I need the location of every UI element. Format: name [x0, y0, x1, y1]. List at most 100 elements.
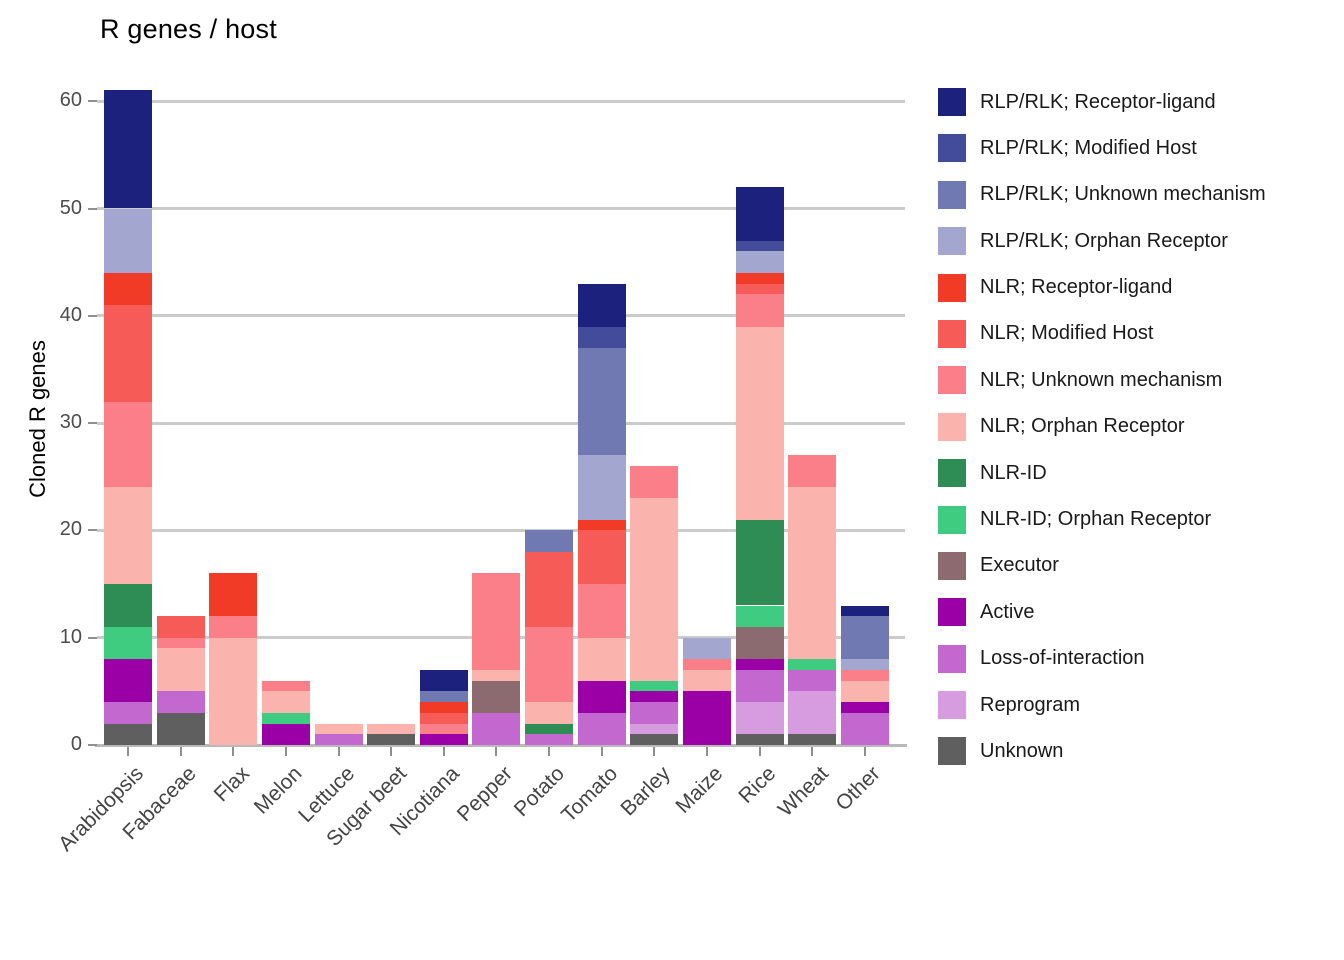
bar-segment	[788, 669, 837, 692]
legend-label: Executor	[980, 554, 1059, 577]
chart-title: R genes / host	[100, 14, 277, 44]
x-tick-mark	[653, 747, 656, 756]
bar-segment	[577, 712, 626, 745]
legend-swatch	[938, 227, 966, 256]
legend-item: NLR-ID	[938, 459, 1266, 488]
legend-label: NLR-ID	[980, 461, 1047, 484]
bar-segment	[525, 551, 574, 627]
bar-segment	[104, 702, 152, 724]
bar-segment	[472, 573, 521, 670]
bar-segment	[788, 691, 837, 735]
x-tick-mark	[337, 747, 340, 756]
bar-segment	[788, 734, 837, 745]
bar-segment	[367, 734, 416, 745]
bar-segment	[630, 680, 679, 692]
legend-item: NLR; Orphan Receptor	[938, 412, 1266, 441]
bar-segment	[683, 659, 732, 670]
bar-segment	[209, 573, 258, 617]
gridline-y-50	[97, 207, 905, 210]
bar-segment	[261, 680, 310, 692]
legend-swatch	[938, 366, 966, 395]
legend-label: RLP/RLK; Receptor-ligand	[980, 90, 1216, 113]
legend-swatch	[938, 691, 966, 720]
legend-item: RLP/RLK; Modified Host	[938, 134, 1266, 163]
y-tick-mark	[88, 207, 97, 210]
bar-segment	[419, 702, 468, 713]
legend-swatch	[938, 319, 966, 348]
y-tick-mark	[88, 314, 97, 317]
x-tick-mark	[548, 747, 551, 756]
bar-segment	[735, 734, 784, 745]
y-tick-mark	[88, 100, 97, 103]
legend-label: NLR; Orphan Receptor	[980, 415, 1185, 438]
y-tick-mark	[88, 529, 97, 532]
bar-segment	[577, 637, 626, 681]
gridline-y-30	[97, 421, 905, 425]
bar-segment	[577, 519, 626, 531]
bar-segment	[156, 712, 205, 745]
bar-segment	[577, 530, 626, 585]
bar-segment	[735, 519, 784, 606]
bar-segment	[314, 723, 363, 735]
y-tick-label-30: 30	[59, 411, 82, 434]
bar-segment	[577, 680, 626, 713]
x-tick-mark	[127, 747, 129, 756]
legend-item: Unknown	[938, 737, 1266, 766]
x-tick-mark	[390, 747, 393, 756]
bar-segment	[630, 691, 679, 703]
x-tick-mark	[442, 747, 445, 756]
bar-segment	[735, 659, 784, 670]
legend-item: Reprogram	[938, 691, 1266, 720]
bar-segment	[630, 723, 679, 735]
x-tick-mark	[863, 747, 866, 756]
gridline-y-40	[97, 314, 905, 318]
legend-label: Unknown	[980, 739, 1064, 762]
bar-segment	[209, 637, 258, 745]
bar-segment	[683, 669, 732, 692]
y-tick-label-10: 10	[59, 625, 82, 648]
legend-swatch	[938, 412, 966, 441]
bar-segment	[735, 240, 784, 252]
legend-label: NLR; Receptor-ligand	[980, 276, 1173, 299]
bar-segment	[630, 498, 679, 681]
y-tick-mark	[88, 744, 97, 746]
bar-segment	[840, 712, 889, 745]
bar-segment	[104, 90, 152, 209]
bar-segment	[472, 712, 521, 745]
legend-label: NLR-ID; Orphan Receptor	[980, 508, 1212, 531]
bar-segment	[104, 401, 152, 488]
x-tick-mark	[284, 747, 287, 756]
bar-segment	[314, 734, 363, 745]
bar-segment	[261, 712, 310, 724]
legend-item: Loss-of-interaction	[938, 644, 1266, 673]
bar-segment	[104, 659, 152, 703]
bar-segment	[735, 605, 784, 627]
bar-segment	[419, 734, 468, 745]
bar-segment	[104, 272, 152, 306]
legend-label: Loss-of-interaction	[980, 647, 1145, 670]
y-tick-label-60: 60	[59, 89, 82, 112]
bar-segment	[525, 530, 574, 552]
bar-segment	[840, 680, 889, 703]
bar-segment	[419, 691, 468, 703]
y-tick-mark	[88, 636, 97, 639]
bar-segment	[577, 455, 626, 520]
bar-segment	[156, 616, 205, 638]
bar-segment	[840, 659, 889, 670]
bar-segment	[735, 669, 784, 703]
bar-segment	[840, 702, 889, 713]
bar-segment	[104, 305, 152, 402]
x-tick-mark	[232, 747, 235, 756]
bar-segment	[788, 487, 837, 660]
legend-item: RLP/RLK; Orphan Receptor	[938, 227, 1266, 256]
bar-segment	[209, 616, 258, 638]
bar-segment	[156, 637, 205, 649]
bar-segment	[735, 626, 784, 660]
y-tick-label-20: 20	[59, 518, 82, 541]
x-axis-line	[95, 743, 907, 747]
legend-swatch	[938, 88, 966, 116]
bar-segment	[840, 669, 889, 681]
bar-segment	[472, 680, 521, 713]
x-tick-mark	[758, 747, 761, 756]
legend-swatch	[938, 644, 966, 673]
